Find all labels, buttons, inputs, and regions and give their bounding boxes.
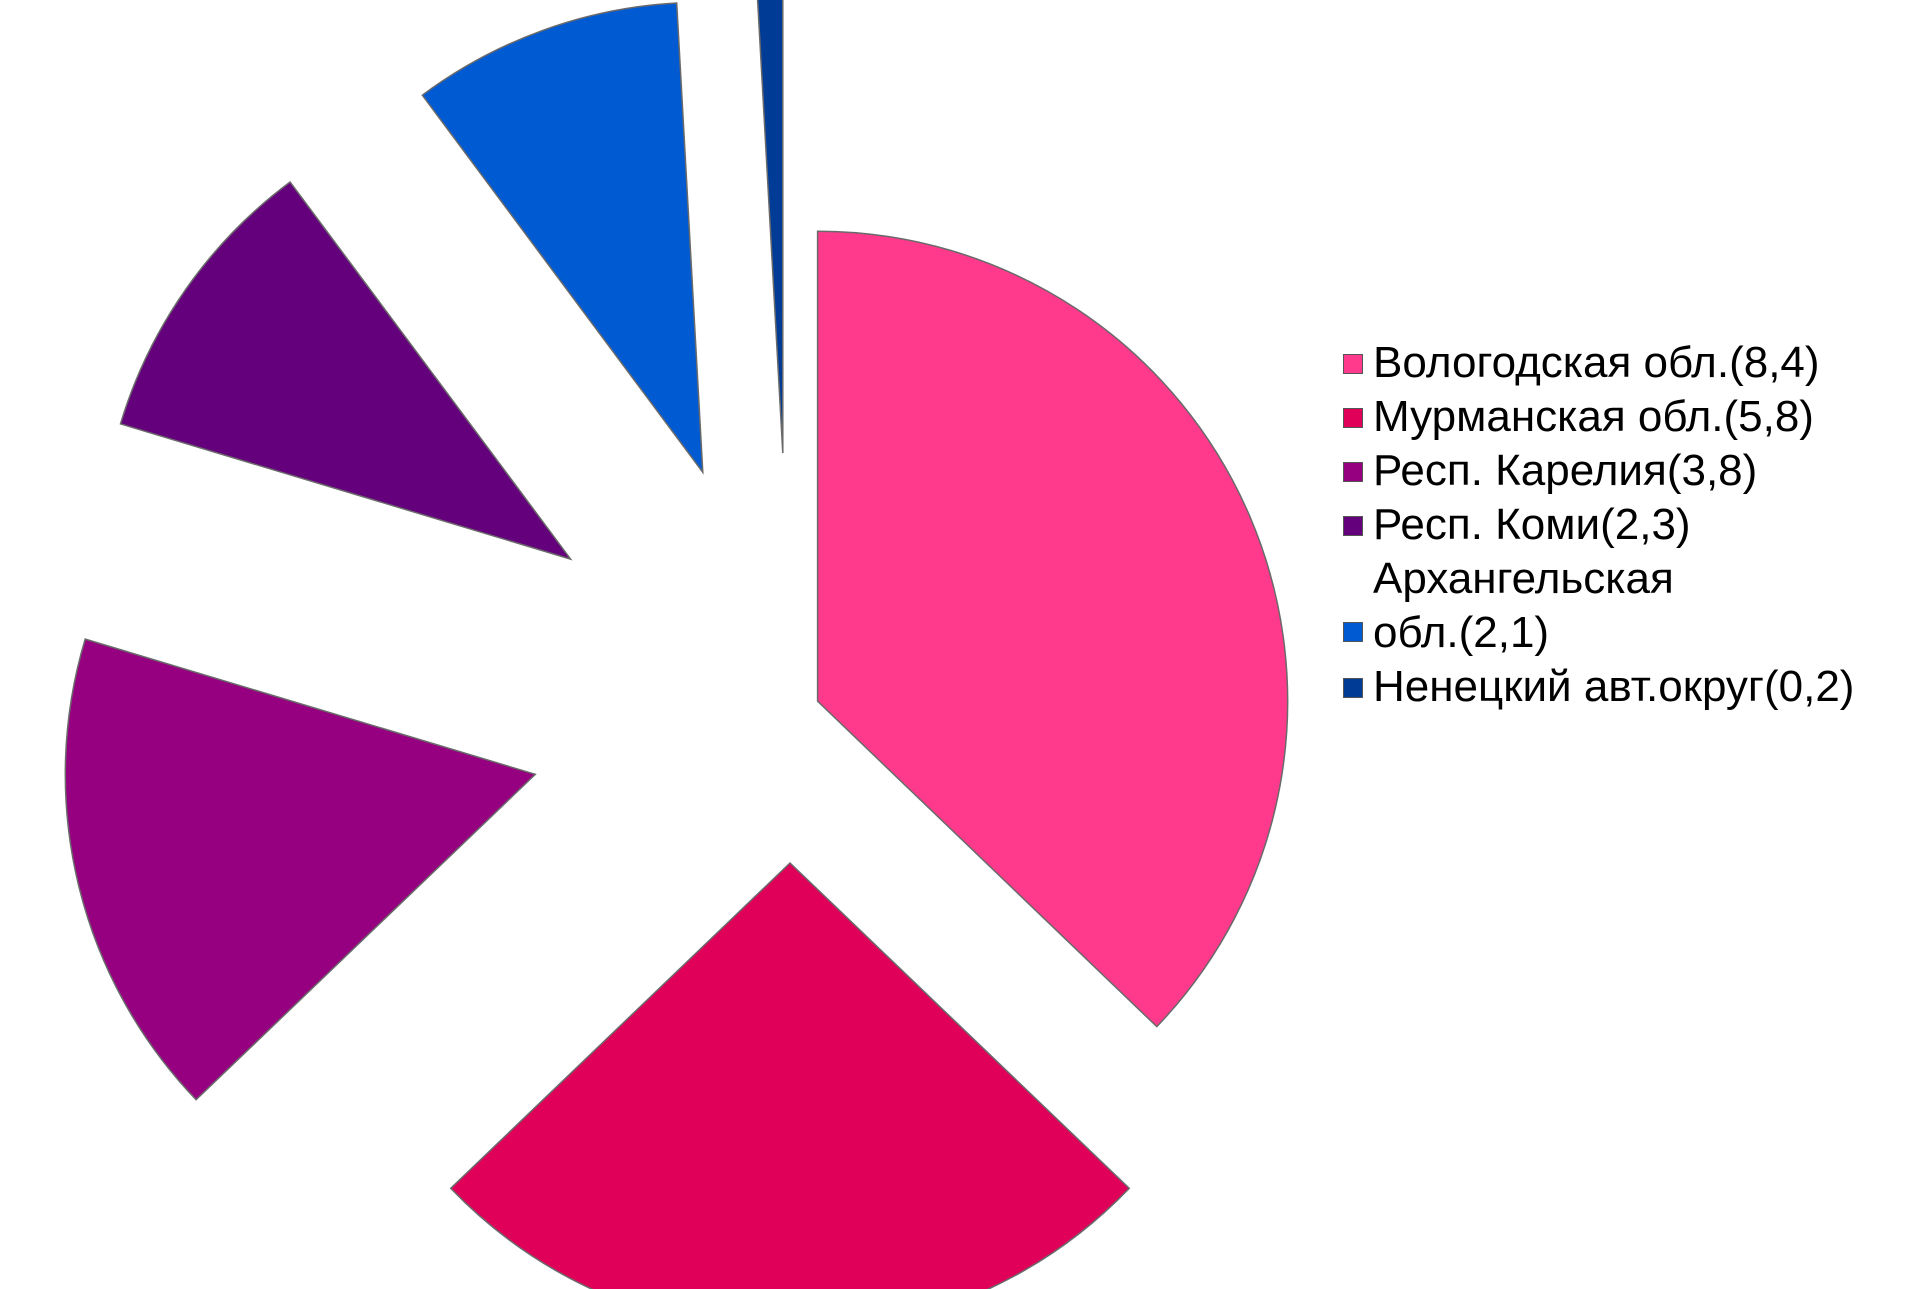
legend-label: Вологодская обл.(8,4) xyxy=(1373,338,1820,387)
legend-item-komi: Респ. Коми(2,3) xyxy=(1343,498,1903,552)
legend-item-arkhangelsk: Архангельская обл.(2,1) xyxy=(1343,552,1733,660)
legend: Вологодская обл.(8,4) Мурманская обл.(5,… xyxy=(1343,336,1903,714)
pie-slice-5 xyxy=(756,0,784,454)
legend-label: Архангельская обл.(2,1) xyxy=(1373,554,1674,657)
legend-swatch xyxy=(1343,354,1363,374)
pie-slice-0 xyxy=(816,230,1289,1028)
legend-swatch xyxy=(1343,622,1363,642)
legend-swatch xyxy=(1343,462,1363,482)
pie-slice-4 xyxy=(421,2,704,475)
legend-item-vologda: Вологодская обл.(8,4) xyxy=(1343,336,1903,390)
legend-label: Ненецкий авт.округ(0,2) xyxy=(1373,662,1855,711)
legend-label: Респ. Коми(2,3) xyxy=(1373,500,1691,549)
legend-label: Респ. Карелия(3,8) xyxy=(1373,446,1758,495)
legend-item-murmansk: Мурманская обл.(5,8) xyxy=(1343,390,1903,444)
legend-swatch xyxy=(1343,516,1363,536)
pie-slice-1 xyxy=(449,861,1131,1289)
legend-item-nenets: Ненецкий авт.округ(0,2) xyxy=(1343,660,1903,714)
pie-slice-2 xyxy=(64,638,537,1101)
pie-slice-3 xyxy=(119,180,573,561)
legend-label: Мурманская обл.(5,8) xyxy=(1373,392,1814,441)
legend-item-karelia: Респ. Карелия(3,8) xyxy=(1343,444,1903,498)
legend-swatch xyxy=(1343,678,1363,698)
legend-swatch xyxy=(1343,408,1363,428)
